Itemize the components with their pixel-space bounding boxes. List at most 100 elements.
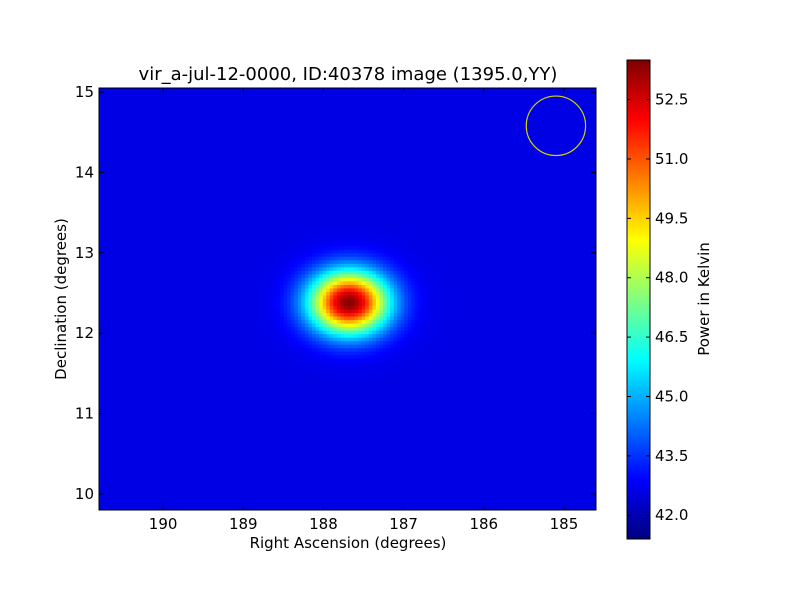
heatmap-cell bbox=[536, 134, 540, 138]
heatmap-cell bbox=[411, 88, 415, 92]
heatmap-cell bbox=[184, 109, 188, 113]
heatmap-cell bbox=[287, 102, 291, 106]
heatmap-cell bbox=[188, 130, 192, 134]
heatmap-cell bbox=[166, 141, 170, 145]
heatmap-cell bbox=[184, 134, 188, 138]
heatmap-cell bbox=[301, 127, 305, 131]
heatmap-cell bbox=[553, 148, 557, 152]
heatmap-cell bbox=[344, 127, 348, 131]
heatmap-cell bbox=[266, 109, 270, 113]
heatmap-cell bbox=[401, 109, 405, 113]
heatmap-cell bbox=[429, 148, 433, 152]
heatmap-cell bbox=[454, 144, 458, 148]
heatmap-cell bbox=[191, 120, 195, 124]
heatmap-cell bbox=[482, 123, 486, 127]
heatmap-cell bbox=[550, 99, 554, 103]
heatmap-cell bbox=[135, 99, 139, 103]
heatmap-cell bbox=[426, 109, 430, 113]
heatmap-cell bbox=[120, 116, 124, 120]
heatmap-cell bbox=[337, 88, 341, 92]
heatmap-cell bbox=[422, 127, 426, 131]
heatmap-cell bbox=[443, 144, 447, 148]
heatmap-cell bbox=[365, 113, 369, 117]
heatmap-cell bbox=[113, 130, 117, 134]
heatmap-cell bbox=[351, 106, 355, 110]
heatmap-cell bbox=[188, 144, 192, 148]
heatmap-cell bbox=[497, 130, 501, 134]
heatmap-cell bbox=[490, 141, 494, 145]
heatmap-cell bbox=[177, 130, 181, 134]
heatmap-cell bbox=[532, 92, 536, 96]
heatmap-cell bbox=[284, 141, 288, 145]
heatmap-cell bbox=[507, 113, 511, 117]
heatmap-cell bbox=[198, 106, 202, 110]
heatmap-cell bbox=[390, 92, 394, 96]
heatmap-cell bbox=[411, 92, 415, 96]
heatmap-cell bbox=[120, 130, 124, 134]
heatmap-cell bbox=[571, 137, 575, 141]
heatmap-cell bbox=[511, 141, 515, 145]
heatmap-cell bbox=[585, 88, 589, 92]
heatmap-cell bbox=[525, 141, 529, 145]
heatmap-cell bbox=[585, 113, 589, 117]
heatmap-cell bbox=[369, 116, 373, 120]
heatmap-cell bbox=[269, 99, 273, 103]
heatmap-cell bbox=[465, 99, 469, 103]
heatmap-cell bbox=[237, 88, 241, 92]
heatmap-cell bbox=[142, 134, 146, 138]
heatmap-cell bbox=[397, 116, 401, 120]
heatmap-cell bbox=[372, 95, 376, 99]
heatmap-cell bbox=[337, 109, 341, 113]
heatmap-cell bbox=[475, 148, 479, 152]
heatmap-cell bbox=[319, 95, 323, 99]
heatmap-cell bbox=[301, 92, 305, 96]
heatmap-cell bbox=[497, 116, 501, 120]
heatmap-cell bbox=[113, 109, 117, 113]
heatmap-cell bbox=[575, 95, 579, 99]
heatmap-cell bbox=[202, 144, 206, 148]
heatmap-cell bbox=[209, 148, 213, 152]
heatmap-cell bbox=[465, 102, 469, 106]
heatmap-cell bbox=[419, 137, 423, 141]
heatmap-cell bbox=[408, 99, 412, 103]
heatmap-cell bbox=[248, 134, 252, 138]
heatmap-cell bbox=[312, 141, 316, 145]
heatmap-cell bbox=[351, 113, 355, 117]
heatmap-cell bbox=[110, 102, 114, 106]
heatmap-cell bbox=[188, 95, 192, 99]
heatmap-cell bbox=[248, 95, 252, 99]
heatmap-cell bbox=[351, 148, 355, 152]
heatmap-cell bbox=[387, 106, 391, 110]
heatmap-cell bbox=[287, 130, 291, 134]
heatmap-cell bbox=[376, 106, 380, 110]
heatmap-cell bbox=[514, 120, 518, 124]
heatmap-cell bbox=[553, 127, 557, 131]
heatmap-cell bbox=[490, 102, 494, 106]
heatmap-cell bbox=[277, 134, 281, 138]
heatmap-cell bbox=[316, 148, 320, 152]
heatmap-cell bbox=[223, 116, 227, 120]
heatmap-cell bbox=[415, 141, 419, 145]
heatmap-cell bbox=[333, 99, 337, 103]
heatmap-cell bbox=[301, 148, 305, 152]
heatmap-cell bbox=[245, 113, 249, 117]
heatmap-cell bbox=[316, 88, 320, 92]
heatmap-cell bbox=[433, 127, 437, 131]
heatmap-cell bbox=[415, 127, 419, 131]
heatmap-cell bbox=[408, 109, 412, 113]
heatmap-cell bbox=[578, 92, 582, 96]
heatmap-cell bbox=[376, 144, 380, 148]
heatmap-cell bbox=[269, 92, 273, 96]
heatmap-cell bbox=[266, 127, 270, 131]
heatmap-cell bbox=[344, 88, 348, 92]
heatmap-cell bbox=[301, 144, 305, 148]
heatmap-cell bbox=[468, 148, 472, 152]
heatmap-cell bbox=[255, 141, 259, 145]
heatmap-cell bbox=[237, 99, 241, 103]
heatmap-cell bbox=[553, 144, 557, 148]
heatmap-cell bbox=[500, 95, 504, 99]
heatmap-cell bbox=[319, 123, 323, 127]
heatmap-cell bbox=[170, 137, 174, 141]
heatmap-cell bbox=[301, 141, 305, 145]
heatmap-cell bbox=[145, 141, 149, 145]
